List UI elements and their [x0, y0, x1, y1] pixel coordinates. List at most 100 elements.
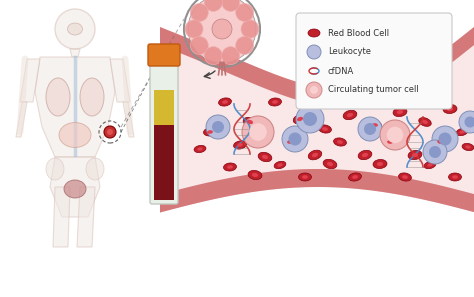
- Ellipse shape: [419, 118, 431, 126]
- Ellipse shape: [243, 117, 257, 127]
- Polygon shape: [160, 45, 474, 195]
- Ellipse shape: [312, 153, 318, 157]
- Polygon shape: [154, 90, 174, 125]
- Ellipse shape: [334, 138, 346, 146]
- Circle shape: [303, 112, 317, 126]
- FancyBboxPatch shape: [296, 13, 452, 109]
- Ellipse shape: [194, 146, 206, 153]
- Ellipse shape: [227, 165, 233, 169]
- Polygon shape: [70, 49, 80, 57]
- Ellipse shape: [64, 180, 86, 198]
- Circle shape: [429, 146, 441, 158]
- Ellipse shape: [412, 153, 418, 157]
- Circle shape: [249, 123, 267, 141]
- Polygon shape: [123, 102, 134, 137]
- Ellipse shape: [323, 159, 337, 169]
- Ellipse shape: [299, 173, 311, 181]
- Ellipse shape: [272, 100, 278, 104]
- Ellipse shape: [408, 150, 422, 159]
- Circle shape: [107, 129, 113, 135]
- Ellipse shape: [459, 130, 465, 134]
- Ellipse shape: [456, 128, 468, 136]
- Text: Red Blood Cell: Red Blood Cell: [328, 29, 389, 37]
- Ellipse shape: [462, 143, 474, 151]
- Ellipse shape: [219, 98, 231, 106]
- Ellipse shape: [443, 105, 457, 113]
- Polygon shape: [160, 27, 474, 108]
- Circle shape: [191, 4, 209, 22]
- Ellipse shape: [268, 98, 282, 106]
- Circle shape: [241, 20, 259, 38]
- Circle shape: [358, 117, 382, 141]
- Circle shape: [423, 140, 447, 164]
- Ellipse shape: [434, 138, 446, 146]
- Ellipse shape: [277, 163, 283, 167]
- Ellipse shape: [428, 163, 433, 167]
- Ellipse shape: [46, 78, 70, 116]
- Text: Leukocyte: Leukocyte: [328, 48, 371, 56]
- Circle shape: [465, 116, 474, 127]
- Circle shape: [236, 37, 254, 54]
- Ellipse shape: [80, 78, 104, 116]
- Ellipse shape: [319, 125, 331, 133]
- Polygon shape: [50, 157, 100, 217]
- Ellipse shape: [424, 161, 436, 169]
- Polygon shape: [77, 187, 95, 247]
- Polygon shape: [154, 125, 174, 200]
- Polygon shape: [16, 102, 27, 137]
- Circle shape: [55, 9, 95, 49]
- Ellipse shape: [46, 158, 64, 180]
- Circle shape: [212, 19, 232, 39]
- Circle shape: [459, 111, 474, 133]
- Ellipse shape: [368, 121, 382, 129]
- Ellipse shape: [322, 127, 328, 131]
- Ellipse shape: [347, 113, 353, 117]
- Ellipse shape: [262, 155, 268, 159]
- Ellipse shape: [402, 175, 408, 179]
- Ellipse shape: [207, 130, 213, 134]
- Polygon shape: [20, 59, 40, 102]
- Ellipse shape: [343, 110, 357, 120]
- Ellipse shape: [308, 150, 322, 160]
- Polygon shape: [110, 59, 130, 102]
- Ellipse shape: [437, 140, 443, 144]
- Circle shape: [387, 127, 403, 143]
- Circle shape: [206, 115, 230, 139]
- Text: Circulating tumor cell: Circulating tumor cell: [328, 86, 419, 94]
- Ellipse shape: [302, 175, 308, 179]
- Circle shape: [289, 132, 301, 146]
- Ellipse shape: [197, 147, 203, 151]
- Ellipse shape: [337, 140, 343, 144]
- Circle shape: [222, 0, 240, 11]
- Circle shape: [204, 47, 222, 65]
- Ellipse shape: [224, 163, 237, 171]
- Circle shape: [236, 4, 254, 22]
- Ellipse shape: [234, 141, 246, 149]
- Ellipse shape: [387, 140, 393, 144]
- Ellipse shape: [237, 143, 243, 147]
- Ellipse shape: [308, 29, 320, 37]
- Circle shape: [438, 132, 452, 146]
- Ellipse shape: [248, 170, 262, 180]
- Ellipse shape: [358, 150, 372, 160]
- Ellipse shape: [452, 175, 458, 179]
- Text: cfDNA: cfDNA: [328, 67, 354, 75]
- Ellipse shape: [465, 145, 471, 148]
- Circle shape: [191, 37, 209, 54]
- Polygon shape: [160, 169, 474, 213]
- Circle shape: [188, 0, 256, 63]
- Ellipse shape: [393, 108, 407, 117]
- Circle shape: [380, 120, 410, 150]
- Ellipse shape: [252, 173, 258, 177]
- Circle shape: [104, 126, 116, 138]
- Ellipse shape: [86, 158, 104, 180]
- Ellipse shape: [348, 173, 362, 181]
- Circle shape: [242, 116, 274, 148]
- FancyBboxPatch shape: [150, 60, 178, 204]
- Ellipse shape: [372, 123, 378, 127]
- Ellipse shape: [258, 152, 272, 162]
- Polygon shape: [53, 187, 70, 247]
- Ellipse shape: [274, 161, 286, 169]
- Ellipse shape: [422, 120, 428, 124]
- Circle shape: [310, 86, 318, 94]
